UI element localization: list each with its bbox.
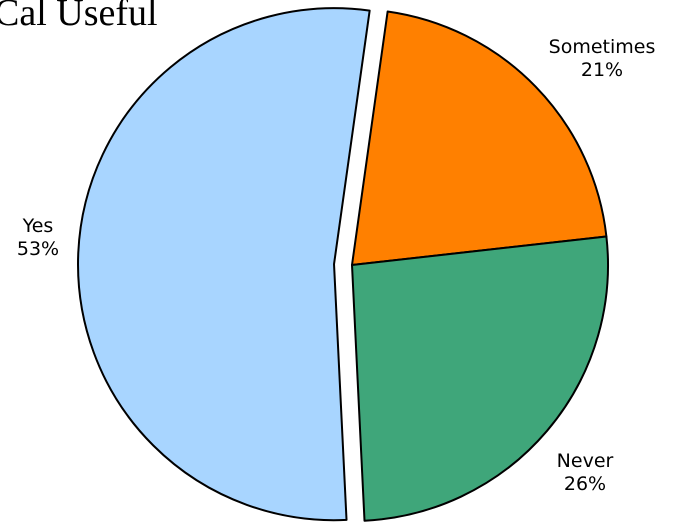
slice-label-sometimes: Sometimes 21% (549, 36, 656, 82)
slice-never (351, 235, 609, 522)
slice-label-never: Never 26% (557, 450, 614, 496)
slice-label-sometimes-percent: 21% (580, 59, 624, 81)
slice-label-yes-percent: 53% (16, 238, 60, 260)
chart-title: Cal Useful (0, 0, 158, 34)
slice-label-yes: Yes 53% (17, 215, 59, 261)
slice-label-sometimes-name: Sometimes (548, 36, 656, 58)
slice-yes (77, 7, 371, 522)
slice-label-never-name: Never (556, 450, 614, 472)
slice-sometimes (351, 10, 608, 266)
slice-label-never-percent: 26% (563, 473, 607, 495)
slice-label-yes-name: Yes (22, 215, 54, 237)
